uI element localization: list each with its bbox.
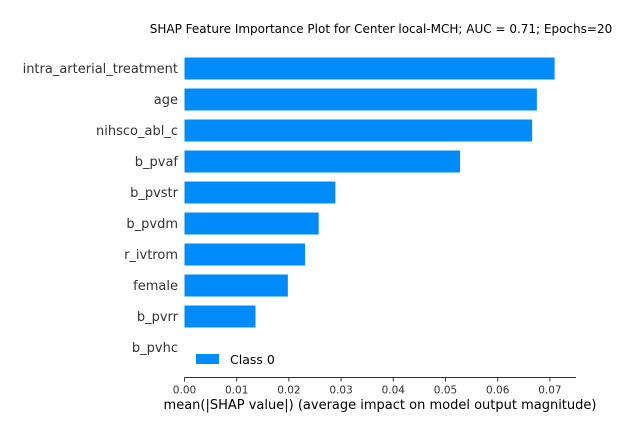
- feature-label: female: [133, 279, 178, 294]
- x-axis-label: mean(|SHAP value|) (average impact on mo…: [164, 398, 597, 413]
- bar-r-ivtrom: [184, 243, 306, 266]
- bar-intra-arterial-treatment: [184, 57, 555, 80]
- feature-label: b_pvstr: [130, 186, 179, 201]
- bar-b-pvrr: [184, 305, 256, 328]
- bar-b-pvstr: [184, 181, 336, 204]
- x-tick-label: 0.04: [382, 385, 406, 397]
- feature-label: b_pvaf: [135, 155, 179, 170]
- x-ticks-group: 0.00 0.01 0.02 0.03 0.04 0.05 0.06 0.07: [173, 377, 562, 397]
- feature-label: age: [154, 93, 178, 108]
- feature-label: nihsco_abl_c: [96, 124, 178, 139]
- x-tick-label: 0.07: [538, 385, 561, 397]
- x-tick-label: 0.02: [277, 385, 300, 397]
- feature-label: b_pvdm: [126, 217, 178, 232]
- bar-b-pvdm: [184, 212, 319, 235]
- bar-age: [184, 88, 537, 111]
- x-tick-label: 0.03: [329, 385, 352, 397]
- bar-nihsco-abl-c: [184, 119, 533, 142]
- legend-swatch: [196, 354, 219, 364]
- legend: Class 0: [196, 352, 275, 367]
- bar-b-pvaf: [184, 150, 461, 173]
- feature-label: intra_arterial_treatment: [23, 62, 178, 77]
- x-tick-label: 0.05: [434, 385, 457, 397]
- feature-label: b_pvhc: [132, 341, 178, 356]
- feature-label: r_ivtrom: [124, 248, 178, 263]
- x-tick-label: 0.00: [173, 385, 196, 397]
- bars-group: [184, 57, 555, 328]
- bar-female: [184, 274, 288, 297]
- feature-label: b_pvrr: [137, 310, 179, 325]
- x-tick-label: 0.06: [486, 385, 510, 397]
- x-tick-label: 0.01: [225, 385, 248, 397]
- legend-label: Class 0: [230, 352, 275, 367]
- chart-title: SHAP Feature Importance Plot for Center …: [150, 22, 612, 36]
